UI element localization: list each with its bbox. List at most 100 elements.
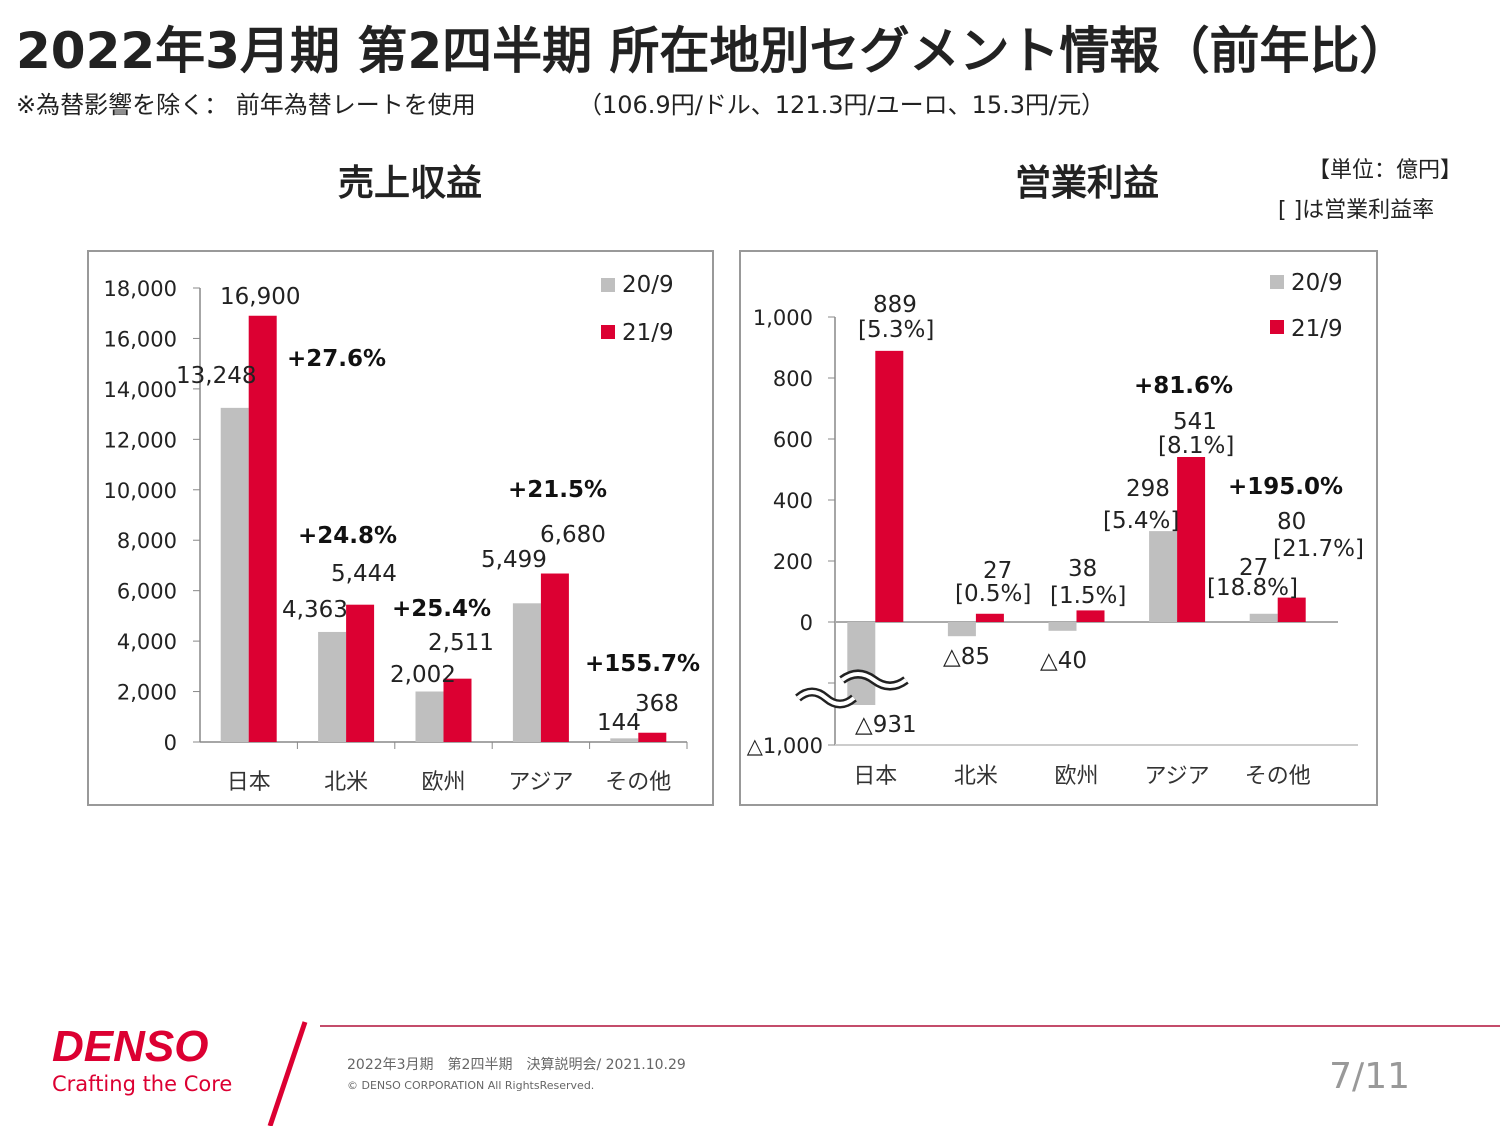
y-tick-label: 10,000 (104, 479, 177, 503)
data-label: 80 (1277, 509, 1306, 535)
footer-copyright: © DENSO CORPORATION All RightsReserved. (347, 1079, 594, 1092)
y-tick-label: 2,000 (117, 681, 177, 705)
bar-curr (346, 604, 375, 742)
legend-swatch-curr (601, 325, 615, 339)
growth-label: +195.0% (1228, 474, 1343, 500)
growth-label: +24.8% (298, 523, 397, 549)
y-tick-label: 200 (773, 550, 813, 574)
x-category-label: 欧州 (421, 770, 465, 795)
margin-note: [ ]は営業利益率 (1278, 198, 1434, 223)
bar-prev (512, 603, 541, 742)
bar-prev (1249, 613, 1278, 622)
margin-label: [21.7%] (1273, 536, 1364, 562)
profit-chart-frame (739, 250, 1378, 806)
legend-swatch-prev (601, 278, 615, 292)
bar-prev (220, 407, 249, 742)
margin-label: [0.5%] (955, 581, 1031, 607)
x-category-label: 日本 (853, 764, 897, 789)
data-label: 889 (873, 292, 917, 318)
data-label: 541 (1173, 409, 1217, 435)
data-label: 27 (1239, 555, 1268, 581)
y-tick-label: 6,000 (117, 580, 177, 604)
brand-slash (267, 1021, 308, 1126)
x-category-label: 日本 (227, 770, 271, 795)
data-label: 2,002 (390, 662, 456, 688)
legend-swatch-prev (1270, 275, 1284, 289)
y-tick-label: 400 (773, 489, 813, 513)
footer-event: 2022年3月期 第2四半期 決算説明会/ 2021.10.29 (347, 1056, 686, 1073)
legend-label-prev: 20/9 (1291, 270, 1343, 296)
bar-prev (847, 622, 876, 705)
data-label: △40 (1040, 648, 1087, 674)
bar-prev (610, 738, 639, 742)
bar-curr (248, 315, 277, 742)
data-label: 298 (1126, 476, 1170, 502)
data-label: 368 (635, 691, 679, 717)
subtitle: ※為替影響を除く： 前年為替レートを使用 (16, 91, 476, 119)
growth-label: +81.6% (1134, 373, 1233, 399)
y-tick-label: 14,000 (104, 378, 177, 402)
y-tick-label: 800 (773, 367, 813, 391)
sales-chart: 02,0004,0006,0008,00010,00012,00014,0001… (104, 277, 688, 795)
legend-swatch-curr (1270, 320, 1284, 334)
unit-note: 【単位：億円】 (1308, 158, 1462, 183)
data-label: △85 (943, 644, 990, 670)
x-category-label: アジア (508, 770, 573, 795)
y-tick-label: △1,000 (747, 734, 823, 758)
bar-curr (975, 613, 1004, 622)
x-category-label: その他 (1245, 764, 1311, 789)
profit-chart-title: 営業利益 (1015, 163, 1159, 204)
data-label: 5,444 (331, 561, 397, 587)
exchange-rates: （106.9円/ドル、121.3円/ユーロ、15.3円/元） (578, 91, 1105, 119)
bar-curr (1177, 456, 1206, 622)
data-label: 38 (1068, 556, 1097, 582)
data-label: 16,900 (220, 284, 300, 310)
y-tick-label: 16,000 (104, 327, 177, 351)
page-title: 2022年3月期 第2四半期 所在地別セグメント情報（前年比） (16, 22, 1410, 80)
sales-chart-title: 売上収益 (338, 163, 482, 204)
growth-label: +155.7% (585, 651, 700, 677)
data-label: 144 (597, 710, 641, 736)
sales-chart-frame (87, 250, 714, 806)
margin-label: [1.5%] (1050, 583, 1126, 609)
x-category-label: アジア (1145, 764, 1210, 789)
bar-curr (1277, 597, 1306, 622)
y-tick-label: 0 (800, 611, 813, 635)
bar-prev (1048, 622, 1077, 631)
data-label: 5,499 (481, 547, 547, 573)
data-label: 4,363 (282, 597, 348, 623)
y-tick-label: 1,000 (753, 306, 813, 330)
x-category-label: 北米 (324, 770, 368, 795)
profit-chart: △1,000 0 200 400 600 800 1,000 日本 北米 欧州 アジア その他 (747, 306, 1358, 789)
growth-label: +21.5% (508, 477, 607, 503)
bar-curr (1076, 610, 1105, 622)
data-label: 27 (983, 558, 1012, 584)
data-label: △931 (855, 712, 917, 738)
x-category-label: 北米 (954, 764, 998, 789)
bar-prev (318, 631, 347, 742)
x-category-label: 欧州 (1054, 764, 1098, 789)
bar-curr (875, 350, 904, 622)
bar-curr (540, 573, 569, 742)
axis-break-icon (795, 669, 909, 709)
tagline: Crafting the Core (52, 1072, 232, 1096)
data-label: 13,248 (176, 363, 256, 389)
margin-label: [5.3%] (858, 317, 934, 343)
legend-label-curr: 21/9 (622, 320, 674, 346)
denso-logo: DENSO (52, 1022, 208, 1071)
growth-label: +27.6% (287, 346, 386, 372)
margin-label: [5.4%] (1103, 508, 1179, 534)
page-number: 7/11 (1329, 1056, 1410, 1097)
y-tick-label: 18,000 (104, 277, 177, 301)
y-tick-label: 8,000 (117, 529, 177, 553)
x-category-label: その他 (605, 770, 671, 795)
margin-label: [8.1%] (1158, 433, 1234, 459)
y-tick-label: 12,000 (104, 428, 177, 452)
bar-curr (638, 732, 667, 742)
legend-label-prev: 20/9 (622, 272, 674, 298)
data-label: 2,511 (428, 630, 494, 656)
y-tick-label: 4,000 (117, 630, 177, 654)
bar-prev (415, 691, 444, 742)
legend-label-curr: 21/9 (1291, 316, 1343, 342)
